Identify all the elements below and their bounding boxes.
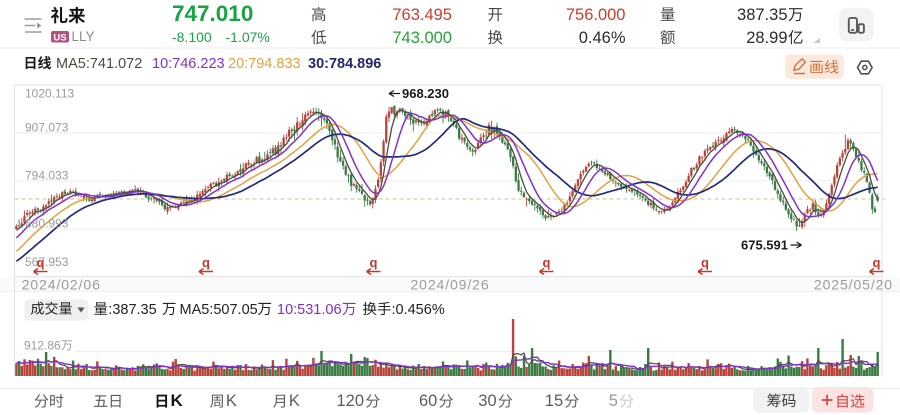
svg-text:US: US — [53, 32, 66, 43]
svg-text:5: 5 — [609, 392, 618, 410]
svg-text:30:784.896: 30:784.896 — [308, 56, 381, 72]
svg-text:1020.113: 1020.113 — [25, 87, 74, 101]
svg-text:763.495: 763.495 — [392, 6, 452, 24]
svg-text:q: q — [370, 255, 378, 270]
svg-text:K: K — [226, 392, 237, 410]
svg-text:794.033: 794.033 — [25, 169, 69, 183]
svg-text:q: q — [37, 255, 45, 270]
svg-text:387.35: 387.35 — [737, 6, 787, 24]
svg-text:MA5:507.05: MA5:507.05 — [180, 302, 258, 318]
svg-text:743.000: 743.000 — [392, 29, 452, 47]
svg-text:-8.100: -8.100 — [172, 29, 212, 45]
svg-text:675.591: 675.591 — [741, 238, 788, 253]
svg-text:912.86: 912.86 — [24, 339, 61, 353]
svg-text:15: 15 — [545, 392, 563, 410]
svg-text:K: K — [289, 392, 300, 410]
svg-text:10:531.06: 10:531.06 — [277, 302, 342, 318]
svg-text:MA5:741.072: MA5:741.072 — [56, 56, 142, 72]
svg-text:907.073: 907.073 — [25, 121, 69, 135]
svg-text:K: K — [171, 391, 184, 410]
svg-text:LLY: LLY — [72, 29, 95, 44]
svg-text:60: 60 — [419, 392, 437, 410]
svg-text:567.953: 567.953 — [25, 255, 69, 269]
svg-text:756.000: 756.000 — [566, 6, 626, 24]
svg-text:q: q — [202, 255, 210, 270]
svg-text:968.230: 968.230 — [402, 86, 449, 101]
svg-text:2025/05/20: 2025/05/20 — [814, 276, 893, 292]
svg-text:2024/02/06: 2024/02/06 — [22, 276, 101, 292]
svg-text:747.010: 747.010 — [172, 1, 253, 26]
svg-text:-1.07%: -1.07% — [226, 29, 270, 45]
svg-text:680.993: 680.993 — [25, 216, 69, 230]
svg-text::387.35: :387.35 — [108, 302, 156, 318]
svg-text:20:794.833: 20:794.833 — [228, 56, 301, 72]
svg-text:0.46%: 0.46% — [579, 29, 626, 47]
svg-text:10:746.223: 10:746.223 — [152, 56, 225, 72]
svg-text:2024/09/26: 2024/09/26 — [410, 276, 489, 292]
svg-text::0.456%: :0.456% — [392, 302, 445, 318]
svg-text:q: q — [873, 255, 881, 270]
svg-text:q: q — [701, 255, 709, 270]
svg-text:q: q — [543, 255, 551, 270]
svg-text:120: 120 — [337, 392, 365, 410]
svg-text:28.99: 28.99 — [746, 29, 787, 47]
svg-text:30: 30 — [478, 392, 496, 410]
